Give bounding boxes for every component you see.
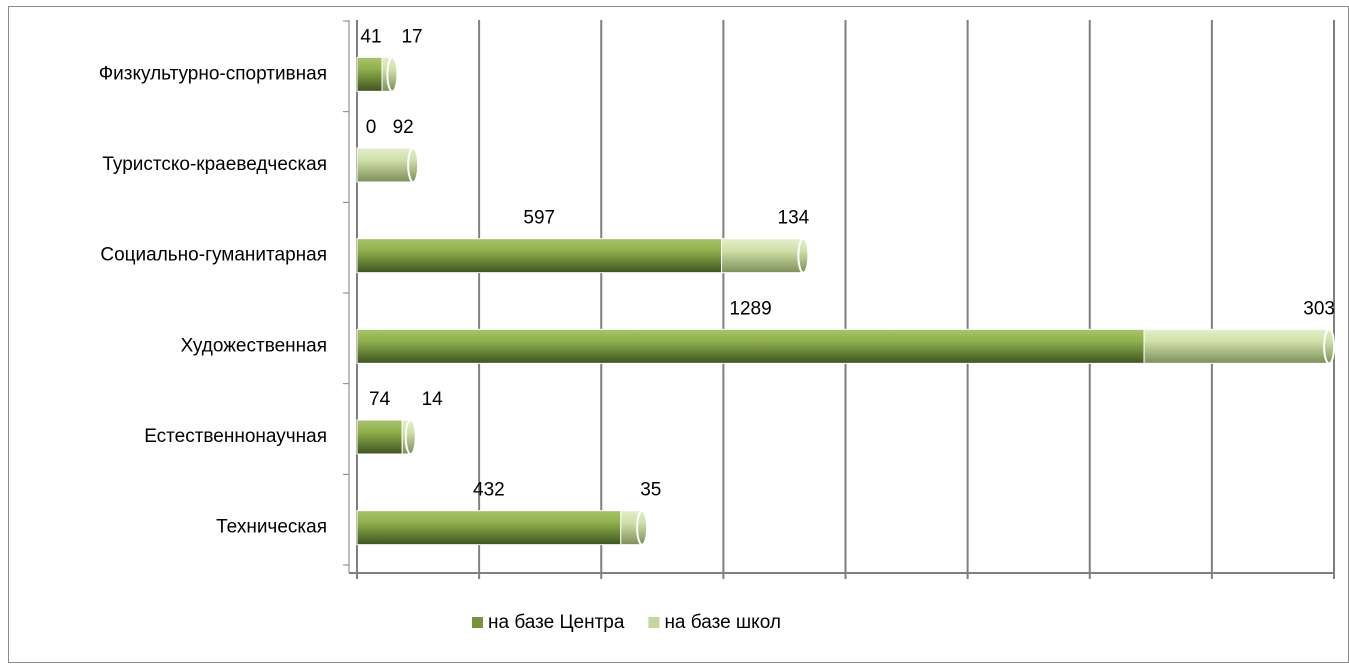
bar-segment [356,328,1145,364]
bar-segment [356,510,622,546]
data-label: 597 [523,208,555,229]
bar-segment [356,147,414,183]
bar-cap [797,237,810,274]
bar-segment [356,419,403,455]
bar-segment [1143,328,1330,364]
legend-swatch [648,617,660,628]
data-label: 74 [369,389,391,410]
bar-segment [356,238,723,274]
data-label: 41 [360,26,381,47]
data-label: 35 [640,480,661,501]
y-tick-label: Социально-гуманитарная [100,245,327,266]
data-label: 134 [778,208,810,229]
bar-cap [636,509,649,546]
data-label: 1289 [729,298,771,319]
y-tick-label: Физкультурно-спортивная [99,63,327,84]
bar-segment [721,238,804,274]
data-label: 17 [401,26,422,47]
y-tick-label: Туристско-краеведческая [102,154,327,175]
bar-cap [404,419,417,455]
legend-swatch [472,617,483,628]
y-tick-label: Естественнонаучная [144,426,327,447]
data-label: 303 [1303,298,1335,319]
data-label: 0 [366,117,377,138]
y-tick-label: Техническая [216,517,327,538]
data-label: 92 [393,117,414,138]
y-tick-label: Художественная [181,335,327,356]
legend-label: на базе школ [664,612,781,633]
bar-cap [386,56,399,93]
data-label: 432 [473,480,505,501]
data-label: 14 [422,389,444,410]
legend-label: на базе Центра [488,612,625,633]
bar-segment [356,56,383,92]
bar-cap [1323,328,1336,365]
bar-cap [407,147,420,183]
